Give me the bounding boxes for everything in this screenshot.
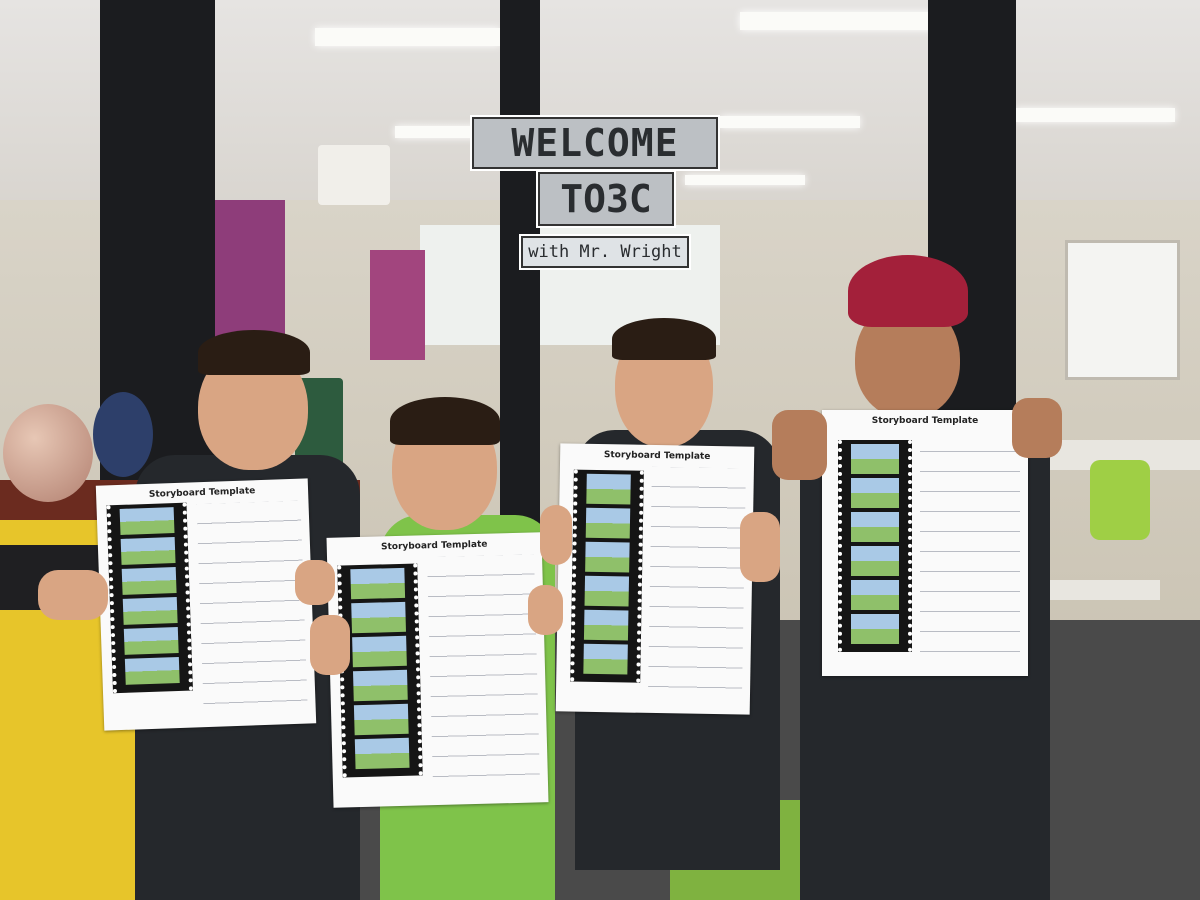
student-2-hair [390, 397, 500, 445]
writing-lines [196, 500, 308, 714]
welcome-sign-line3: with Mr. Wright [519, 234, 691, 270]
storyboard-paper-4: Storyboard Template [822, 410, 1028, 676]
student-4-turban [848, 255, 968, 327]
film-strip [838, 440, 912, 652]
writing-lines [647, 466, 746, 701]
ceiling-light [720, 116, 860, 128]
ceiling-light [315, 28, 500, 46]
welcome-sign-line2: TO3C [536, 170, 676, 228]
hand [540, 505, 572, 565]
storyboard-paper-3: Storyboard Template [555, 443, 755, 715]
film-strip [570, 469, 644, 683]
wall-display [370, 250, 425, 360]
ball [93, 392, 153, 477]
welcome-sign-line1: WELCOME [470, 115, 720, 171]
ceiling-light [395, 126, 495, 138]
hand [1012, 398, 1062, 458]
ceiling-light [1015, 108, 1175, 122]
hand [38, 570, 108, 620]
student-3-hair [612, 318, 716, 360]
writing-lines [920, 432, 1020, 662]
student-1-hair [198, 330, 310, 375]
netball [3, 404, 93, 502]
ceiling-light [740, 12, 935, 30]
storyboard-paper-1: Storyboard Template [95, 478, 317, 731]
film-strip [337, 563, 423, 778]
film-strip [106, 502, 193, 694]
hand [528, 585, 563, 635]
hand [295, 560, 335, 605]
air-conditioner [318, 145, 390, 205]
chair [1090, 460, 1150, 540]
ceiling-light [685, 175, 805, 185]
storyboard-paper-2: Storyboard Template [326, 532, 549, 808]
storyboard-title: Storyboard Template [603, 450, 711, 462]
whiteboard [1065, 240, 1180, 380]
storyboard-title: Storyboard Template [148, 486, 256, 500]
hand [772, 410, 827, 480]
storyboard-title: Storyboard Template [871, 416, 979, 426]
hand [310, 615, 350, 675]
desk [1030, 580, 1160, 600]
storyboard-title: Storyboard Template [380, 539, 488, 553]
writing-lines [427, 554, 541, 792]
hand [740, 512, 780, 582]
